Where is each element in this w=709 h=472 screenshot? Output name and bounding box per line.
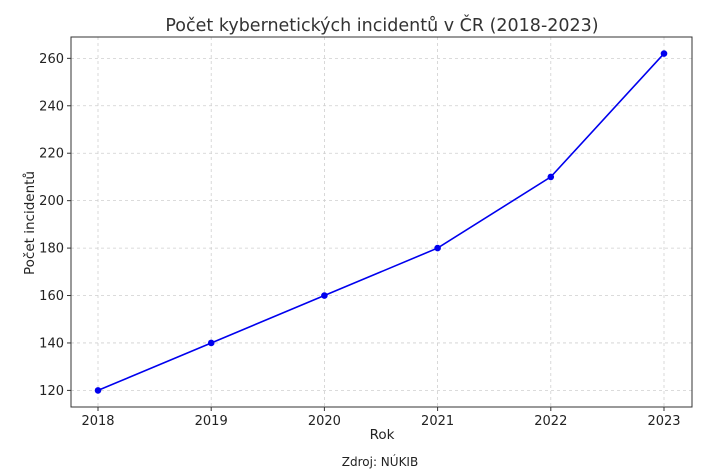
data-point [94, 387, 102, 394]
x-tick-label: 2023 [647, 414, 680, 429]
y-tick-label: 120 [39, 384, 64, 399]
y-tick-label: 180 [39, 242, 64, 257]
y-tick-label: 240 [39, 99, 64, 114]
data-point [321, 292, 328, 299]
y-axis-label: Počet incidentů [22, 171, 38, 275]
x-axis-label: Rok [370, 427, 395, 443]
y-tick-label: 220 [39, 147, 64, 162]
source-caption: Zdroj: NÚKIB [342, 454, 418, 469]
data-point [660, 50, 668, 57]
chart-title: Počet kybernetických incidentů v ČR (201… [165, 14, 598, 36]
x-tick-label: 2019 [195, 414, 228, 429]
y-tick-label: 200 [39, 194, 64, 209]
data-point [434, 244, 441, 252]
series [94, 50, 668, 394]
grid [71, 37, 692, 407]
x-tick-label: 2020 [308, 414, 341, 429]
axes: 2018 2019 2020 2021 2022 2023 120 140 160 180 200 2… [39, 36, 693, 429]
plot-frame [70, 36, 693, 408]
data-point [207, 339, 215, 347]
y-tick-label: 260 [39, 52, 64, 67]
y-tick-label: 160 [39, 289, 64, 304]
data-point [547, 173, 555, 181]
x-tick-label: 2018 [81, 414, 114, 429]
x-tick-label: 2022 [534, 414, 567, 429]
series-line [97, 53, 665, 392]
y-tick-label: 140 [39, 336, 64, 351]
x-tick-label: 2021 [421, 414, 454, 429]
